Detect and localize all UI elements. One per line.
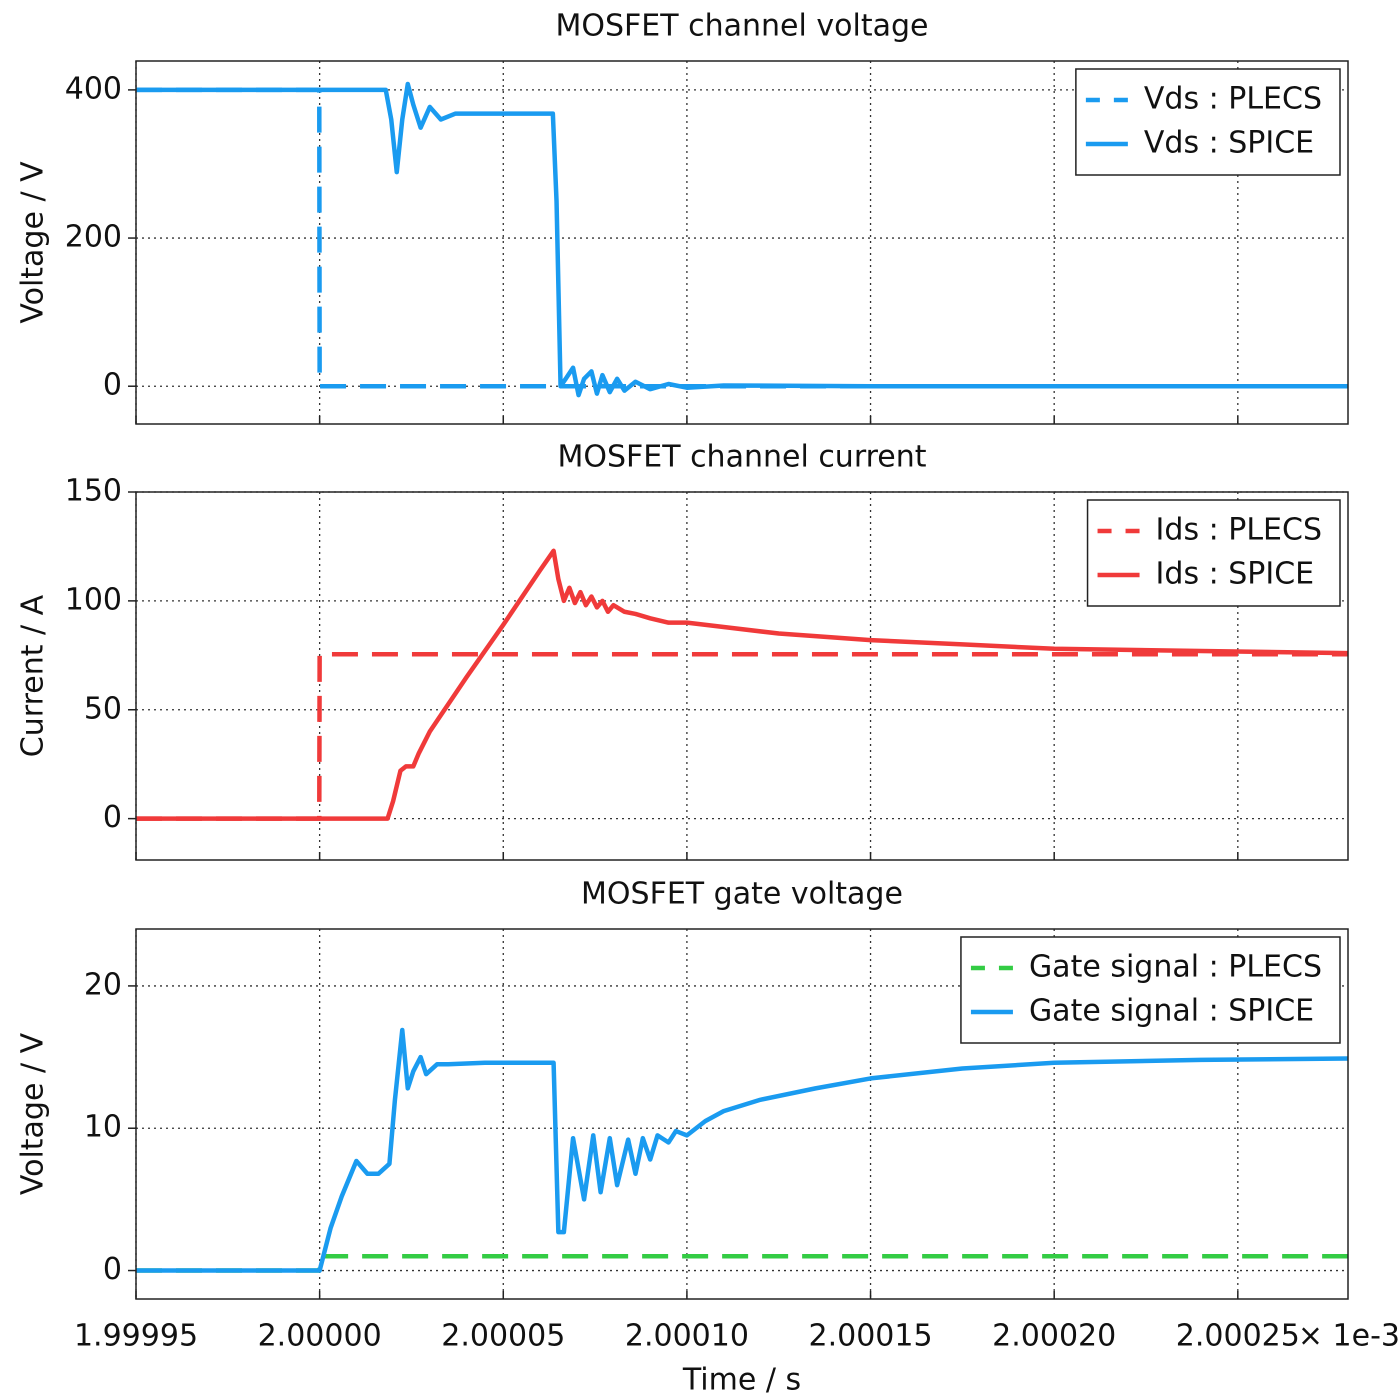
legend-label: Ids : SPICE xyxy=(1156,557,1315,592)
legend: Gate signal : PLECS Gate signal : SPICE xyxy=(960,936,1341,1044)
y-tick-label: 200 xyxy=(65,220,122,255)
y-axis-label: Current / A xyxy=(16,594,51,757)
y-tick-label: 150 xyxy=(65,474,122,509)
y-tick-label: 400 xyxy=(65,71,122,106)
legend-label: Ids : PLECS xyxy=(1156,513,1322,548)
legend-label: Gate signal : SPICE xyxy=(1029,994,1314,1029)
x-tick-label: 2.00025 xyxy=(1176,1319,1300,1354)
chart-title: MOSFET gate voltage xyxy=(581,877,903,912)
legend-box xyxy=(1086,499,1341,607)
legend: Vds : PLECS Vds : SPICE xyxy=(1075,68,1341,176)
legend-box xyxy=(960,936,1341,1044)
y-tick-label: 0 xyxy=(103,368,122,403)
y-tick-label: 50 xyxy=(84,691,122,726)
series-line xyxy=(136,651,1348,821)
y-tick-label: 10 xyxy=(84,1110,122,1145)
legend-label: Gate signal : PLECS xyxy=(1029,950,1322,985)
y-axis-label: Voltage / V xyxy=(16,161,51,324)
series-line xyxy=(136,1254,1348,1273)
y-tick-label: 0 xyxy=(103,1252,122,1287)
legend-box xyxy=(1075,68,1341,176)
y-tick-label: 20 xyxy=(84,967,122,1002)
plot-frame xyxy=(135,491,1349,861)
series-line xyxy=(136,1027,1348,1273)
legend-label: Vds : PLECS xyxy=(1144,82,1322,117)
x-tick-label: 2.00005 xyxy=(441,1319,565,1354)
chart-title: MOSFET channel current xyxy=(557,440,926,475)
x-tick-label: 2.00020 xyxy=(992,1319,1116,1354)
x-offset-label: × 1e-3 xyxy=(1298,1319,1400,1354)
series-line xyxy=(136,81,1348,398)
plot-frame xyxy=(135,928,1349,1300)
y-tick-label: 100 xyxy=(65,582,122,617)
y-tick-label: 0 xyxy=(103,800,122,835)
x-tick-label: 1.99995 xyxy=(74,1319,198,1354)
legend: Ids : PLECS Ids : SPICE xyxy=(1086,499,1341,607)
series-line xyxy=(136,548,1348,821)
x-tick-label: 2.00010 xyxy=(625,1319,749,1354)
y-axis-label: Voltage / V xyxy=(16,1032,51,1195)
chart-title: MOSFET channel voltage xyxy=(556,9,929,44)
plot-frame xyxy=(135,60,1349,425)
x-axis-label: Time / s xyxy=(682,1363,801,1398)
x-tick-label: 2.00000 xyxy=(258,1319,382,1354)
x-tick-label: 2.00015 xyxy=(809,1319,933,1354)
legend-label: Vds : SPICE xyxy=(1144,126,1314,161)
